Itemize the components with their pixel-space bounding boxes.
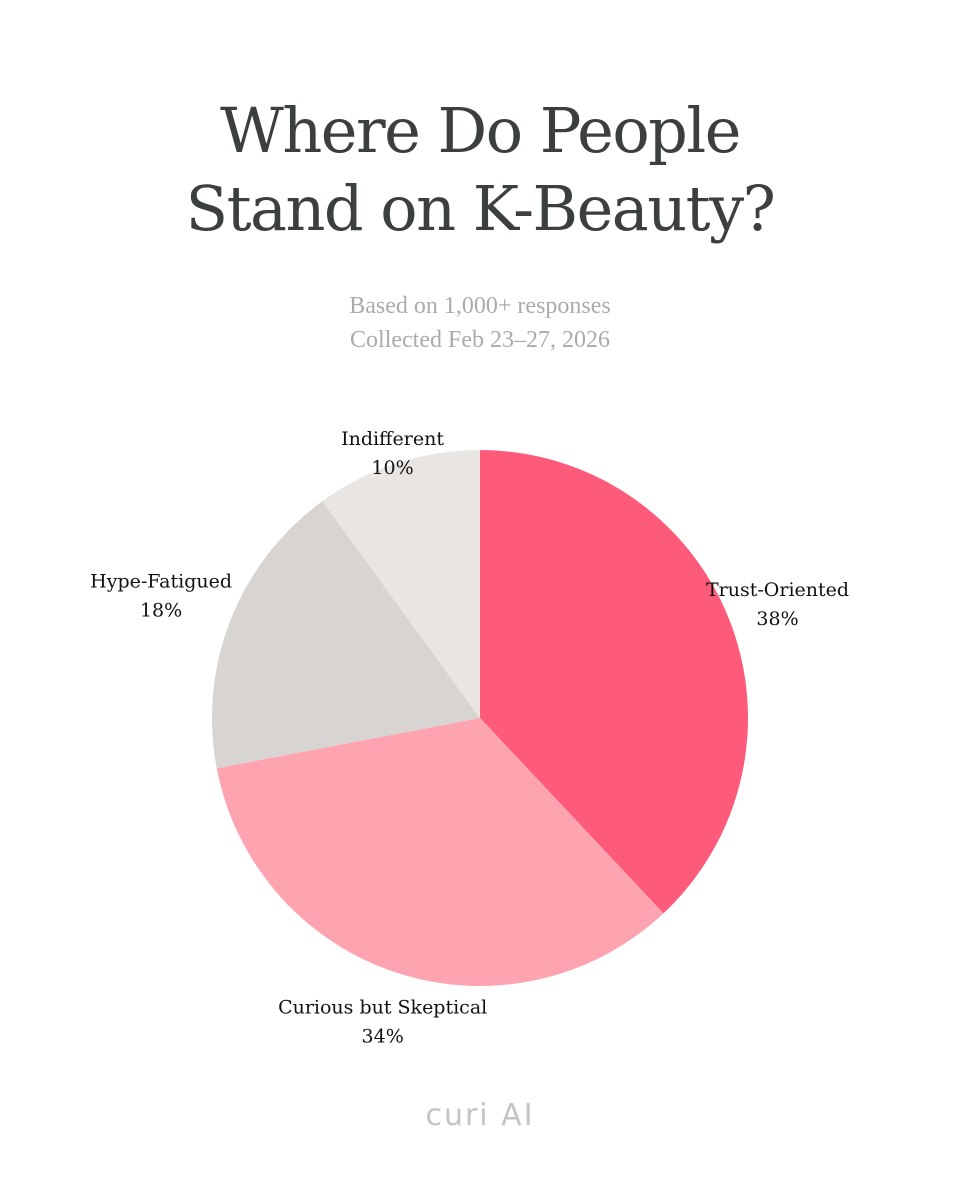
pie-slice-hype-fatigued	[211, 501, 480, 769]
slice-label-trust-oriented: Trust-Oriented	[706, 579, 849, 601]
pie-slices	[211, 450, 748, 987]
chart-subtitle: Based on 1,000+ responses Collected Feb …	[0, 289, 960, 357]
slice-value-hype-fatigued: 18%	[140, 600, 182, 622]
chart-title: Where Do People Stand on K-Beauty?	[0, 92, 960, 248]
slice-value-trust-oriented: 38%	[756, 608, 798, 630]
slice-value-indifferent: 10%	[371, 457, 413, 479]
slice-label-curious-but-skeptical: Curious but Skeptical	[278, 997, 487, 1019]
pie-labels: Trust-Oriented 38% Curious but Skeptical 34…	[90, 428, 849, 1048]
pie-slice-curious-but-skeptical	[216, 718, 664, 987]
slice-label-hype-fatigued: Hype-Fatigued	[90, 571, 232, 593]
chart-title-line-2: Stand on K-Beauty?	[185, 172, 776, 245]
subtitle-collection-dates: Collected Feb 23–27, 2026	[350, 327, 610, 353]
subtitle-responses: Based on 1,000+ responses	[349, 293, 611, 319]
brand-logo: curi AI	[425, 1098, 535, 1133]
pie-slice-trust-oriented	[480, 450, 748, 914]
pie-slice-indifferent	[322, 450, 480, 718]
slice-value-curious-but-skeptical: 34%	[362, 1026, 404, 1048]
slice-label-indifferent: Indifferent	[341, 428, 444, 450]
chart-title-line-1: Where Do People	[220, 94, 741, 167]
